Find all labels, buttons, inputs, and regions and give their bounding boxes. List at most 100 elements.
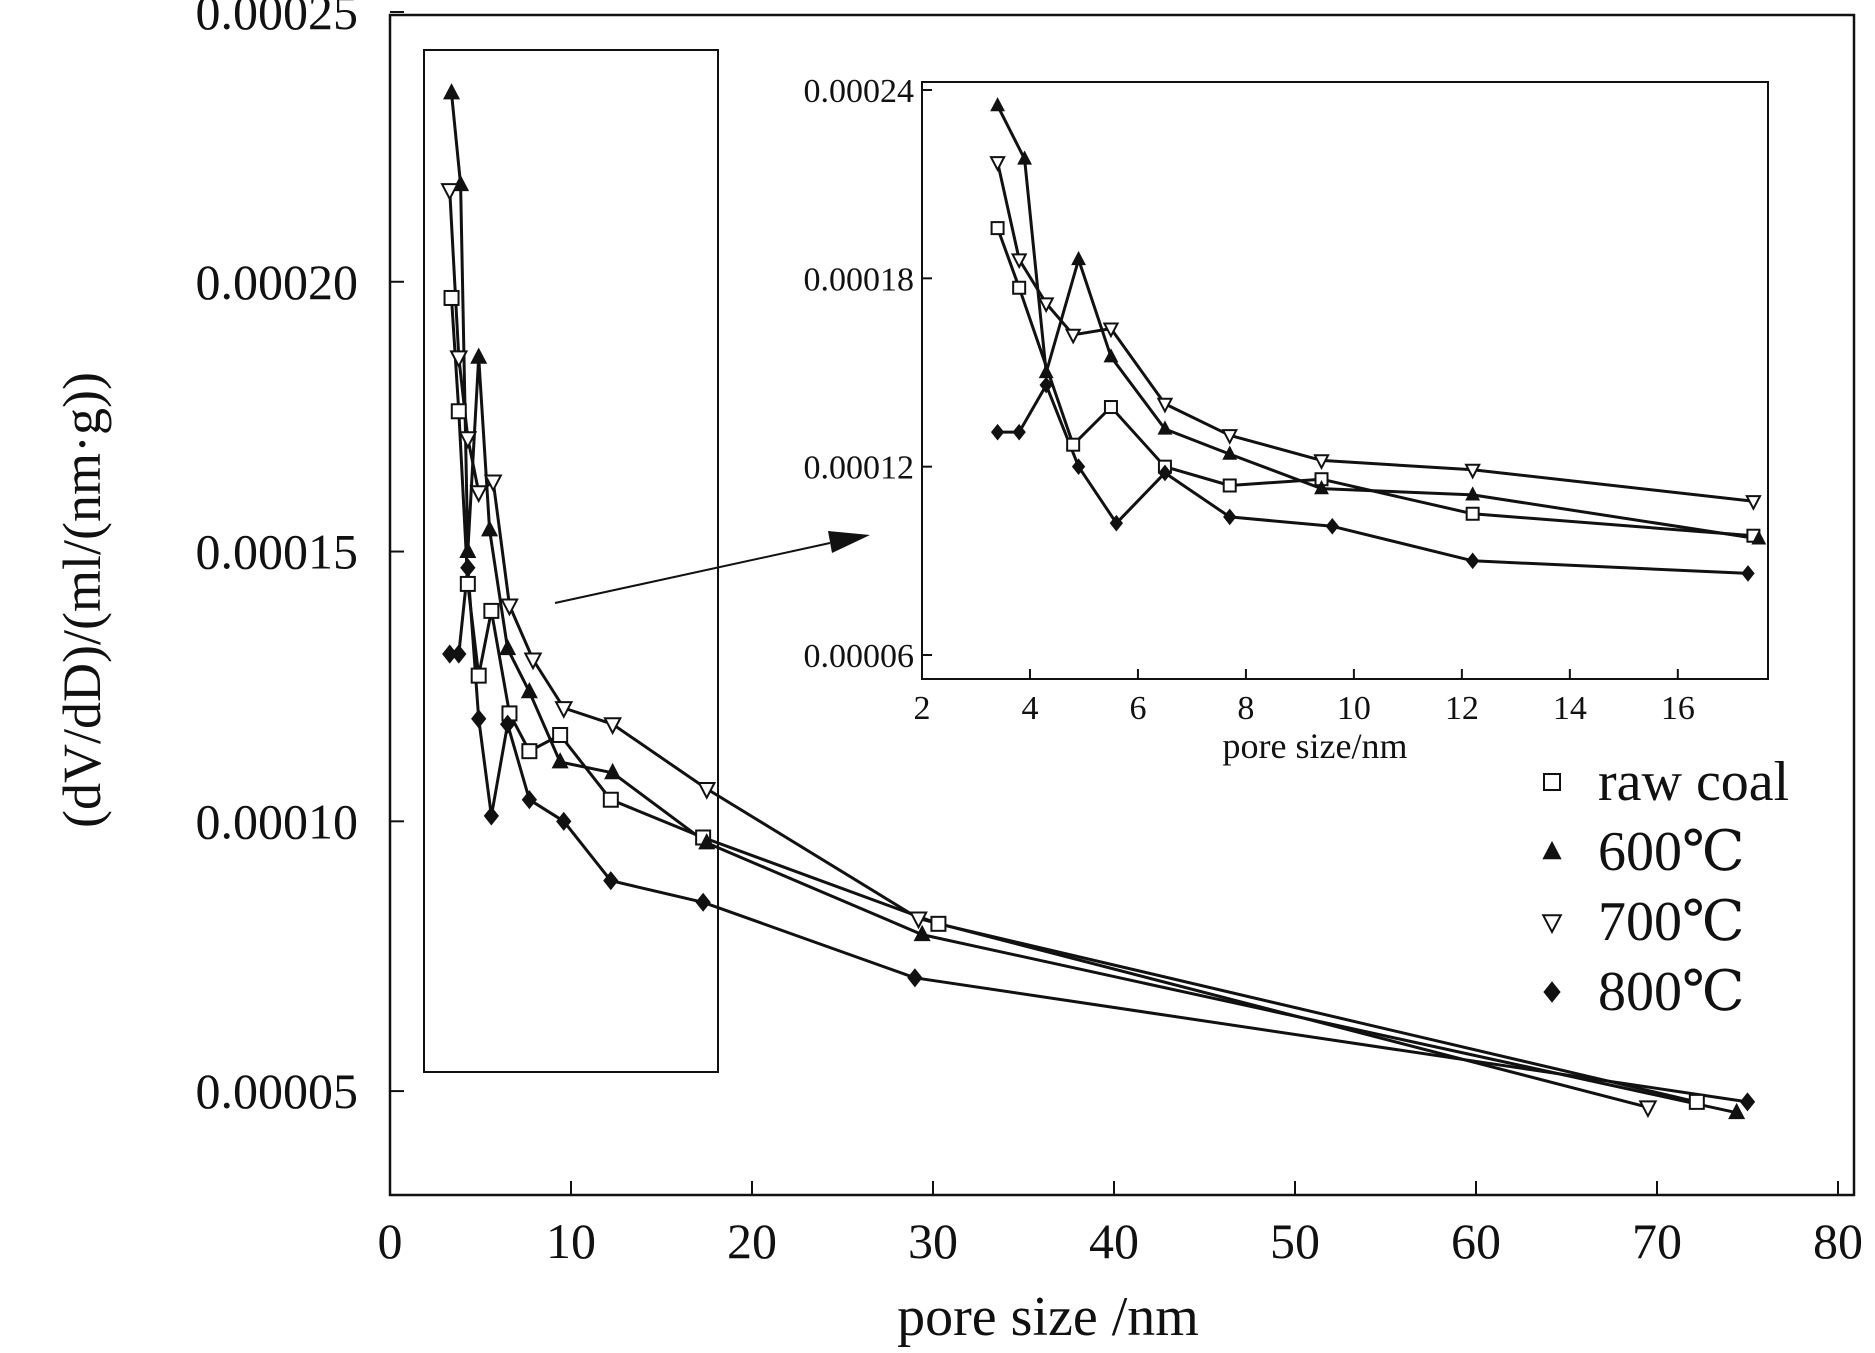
main-data-point <box>1638 1100 1658 1119</box>
main-data-point <box>460 558 476 578</box>
main-data-point <box>552 726 569 743</box>
legend-label: 600℃ <box>1598 821 1745 883</box>
main-data-point <box>521 790 538 810</box>
inset-data-point <box>1071 250 1086 266</box>
legend-marker <box>1541 914 1563 935</box>
inset-data-point <box>1465 506 1480 521</box>
inset-x-tick-label: 12 <box>1445 690 1479 727</box>
legend-label: raw coal <box>1598 751 1789 813</box>
inset-x-tick-label: 8 <box>1237 690 1254 727</box>
legend: raw coal 600℃ 700℃ 800℃ <box>1541 751 1789 1023</box>
main-data-point <box>459 541 477 558</box>
inset-data-point <box>1741 565 1755 582</box>
main-y-axis-label: (dV/dD)/(ml/(nm·g)) <box>52 372 112 828</box>
main-data-point <box>500 598 519 617</box>
main-x-tick-label: 20 <box>727 1213 777 1269</box>
main-data-point <box>1728 1102 1746 1120</box>
zoom-arrow <box>554 531 870 604</box>
inset-data-point <box>1751 530 1767 545</box>
inset-y-tick-label: 0.00018 <box>804 261 915 298</box>
inset-data-point <box>1037 297 1055 314</box>
main-x-tick-label: 70 <box>1632 1213 1682 1269</box>
inset-x-axis: 2 4 6 8 10 12 14 16 <box>914 669 1695 727</box>
inset-x-tick-label: 2 <box>914 690 931 727</box>
inset-data-point <box>1156 397 1174 414</box>
main-data-point <box>440 183 460 201</box>
inset-data-point <box>1464 463 1481 480</box>
legend-label: 800℃ <box>1598 961 1745 1023</box>
main-x-tick-label: 80 <box>1813 1213 1863 1269</box>
inset-data-point <box>1158 464 1172 482</box>
inset-data-point <box>1466 552 1480 570</box>
inset-data-point <box>1039 376 1053 394</box>
inset-data-point <box>1222 445 1238 460</box>
inset-data-point <box>1103 348 1119 363</box>
main-y-tick-label: 0.00015 <box>196 524 359 580</box>
main-plot-frame <box>388 13 1856 1197</box>
main-data-point <box>470 347 488 364</box>
main-data-point <box>523 652 543 671</box>
inset-series-markers <box>989 97 1767 582</box>
main-data-point <box>930 915 947 932</box>
inset-series-lines <box>996 105 1760 575</box>
main-data-point <box>907 968 923 988</box>
inset-data-point <box>990 221 1005 236</box>
inset-x-tick-label: 4 <box>1021 690 1038 727</box>
inset-data-point <box>989 156 1006 172</box>
main-data-point <box>602 791 619 808</box>
inset-plot-frame <box>921 81 1769 680</box>
inset-data-point <box>1012 280 1027 295</box>
main-x-tick-label: 10 <box>546 1213 596 1269</box>
inset-data-point <box>1325 518 1339 535</box>
inset-y-axis: 0.00006 0.00012 0.00018 0.00024 <box>804 73 932 675</box>
main-series-markers <box>440 83 1756 1120</box>
main-data-point <box>500 714 516 734</box>
main-data-point <box>1688 1093 1705 1110</box>
main-data-point <box>1739 1092 1756 1112</box>
main-data-point <box>469 485 489 504</box>
inset-data-point <box>1010 253 1028 270</box>
inset-data-point <box>1012 423 1026 441</box>
main-data-point <box>471 709 487 729</box>
inset-x-axis-label: pore size/nm <box>1223 726 1408 766</box>
main-data-point <box>443 289 460 306</box>
main-data-point <box>697 781 717 800</box>
inset-data-point <box>990 97 1006 112</box>
main-data-point <box>450 403 467 420</box>
inset-data-point <box>1017 150 1033 165</box>
main-y-tick-label: 0.00020 <box>196 254 359 310</box>
main-data-point <box>483 474 503 493</box>
inset-data-point <box>1157 420 1173 435</box>
main-data-point <box>521 743 538 760</box>
main-x-tick-label: 30 <box>908 1213 958 1269</box>
main-data-point <box>603 717 622 736</box>
inset-data-point <box>1313 454 1330 471</box>
inset-series-line-1 <box>996 105 1760 541</box>
inset-data-point <box>990 423 1005 441</box>
legend-label: 700℃ <box>1598 891 1745 953</box>
main-data-point <box>698 833 716 850</box>
main-series-line-1 <box>450 92 1737 1115</box>
inset-data-point <box>1102 322 1120 339</box>
inset-series-line-3 <box>997 383 1749 575</box>
inset-data-point <box>1223 508 1237 526</box>
inset-data-point <box>1071 458 1086 475</box>
inset-y-tick-label: 0.00024 <box>804 73 915 110</box>
inset-x-tick-label: 14 <box>1553 690 1587 727</box>
main-y-axis: 0.00005 0.00010 0.00015 0.00020 0.00025 <box>196 0 404 1119</box>
main-data-point <box>499 638 517 656</box>
main-y-tick-label: 0.00010 <box>196 793 359 849</box>
main-data-point <box>483 806 500 826</box>
main-x-tick-label: 0 <box>378 1213 403 1269</box>
main-y-tick-label: 0.00005 <box>196 1063 359 1119</box>
inset-x-tick-label: 16 <box>1661 690 1695 727</box>
main-data-point <box>483 602 500 619</box>
main-data-point <box>443 83 461 100</box>
main-data-point <box>554 701 574 719</box>
main-data-point <box>913 924 931 942</box>
main-data-point <box>551 752 569 769</box>
inset-data-point <box>1064 328 1082 345</box>
main-data-point <box>604 762 622 780</box>
inset-x-tick-label: 10 <box>1337 690 1371 727</box>
main-x-tick-label: 60 <box>1451 1213 1501 1269</box>
